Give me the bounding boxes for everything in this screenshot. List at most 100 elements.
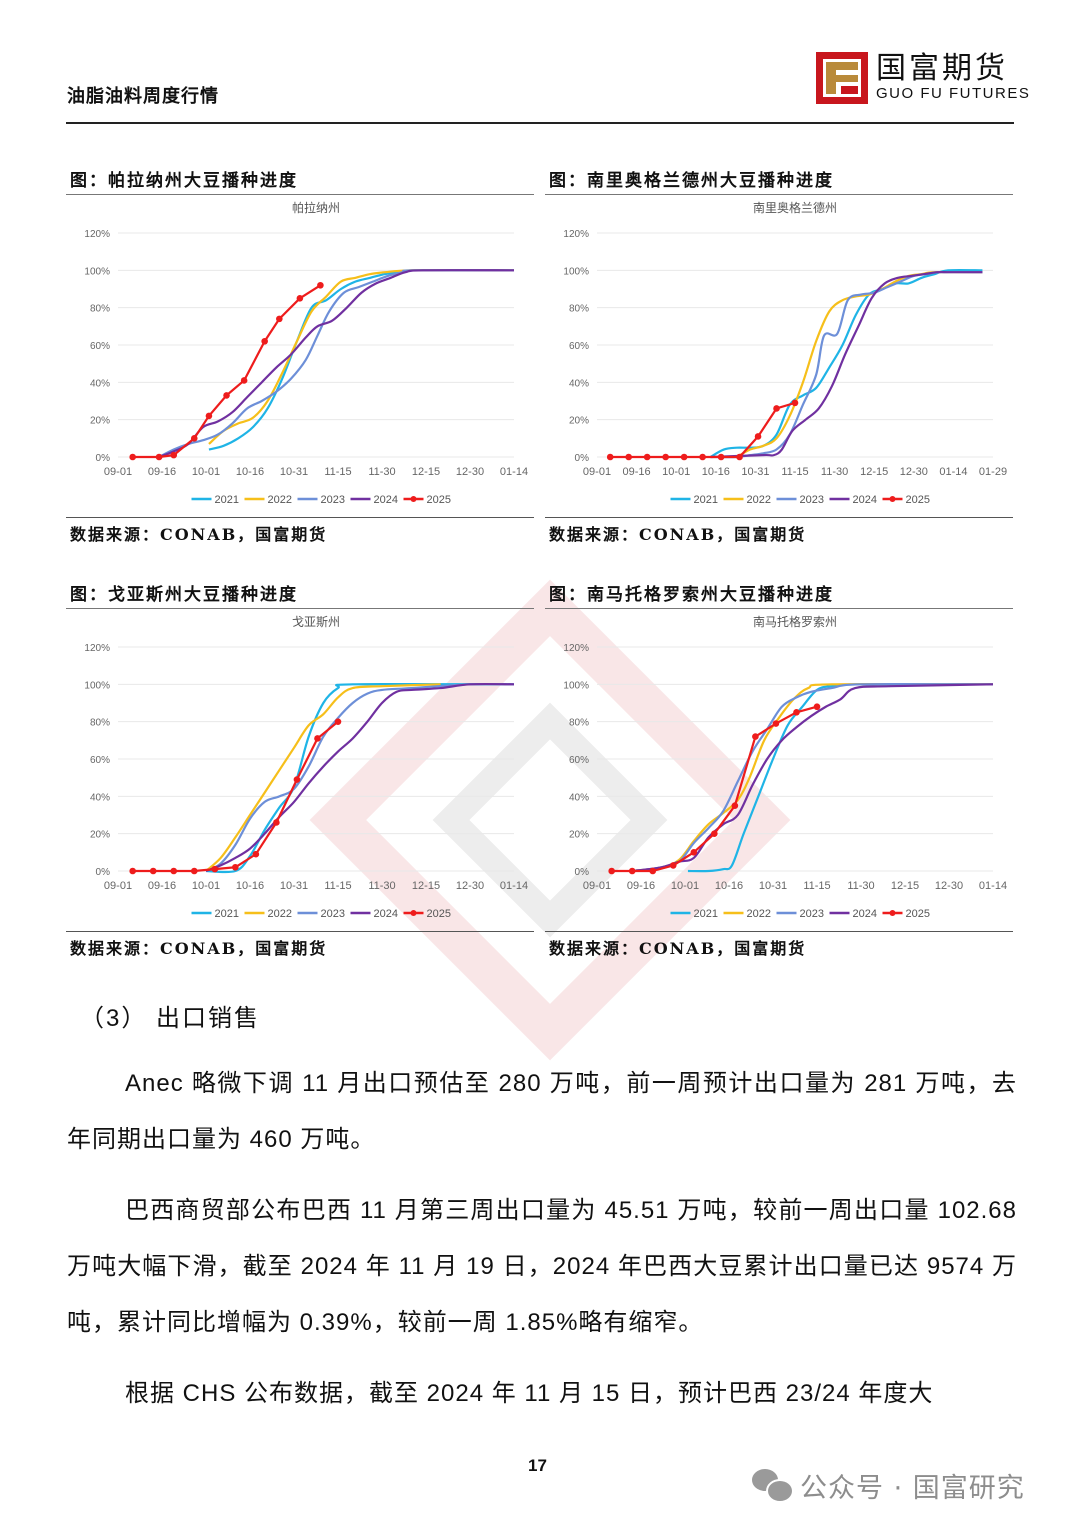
x-tick-label: 09-16 <box>623 466 651 478</box>
figure-source: 数据来源：CONAB，国富期货 <box>545 517 1013 548</box>
data-point-marker <box>736 453 743 461</box>
data-point-marker <box>643 453 651 461</box>
legend-label: 2022 <box>747 494 771 506</box>
legend-label: 2023 <box>321 494 345 506</box>
data-point-marker <box>717 453 725 461</box>
data-point-marker <box>232 863 239 871</box>
figure-parana: 图：帕拉纳州大豆播种进度 帕拉纳州 0% 20% 40% 60% 80% 100% 120% 0… <box>66 168 534 548</box>
y-tick-label: 20% <box>569 830 589 841</box>
wechat-icon <box>752 1468 794 1503</box>
y-tick-label: 20% <box>569 416 589 427</box>
x-tick-label: 09-01 <box>583 880 611 892</box>
series-line-2023 <box>205 682 515 873</box>
data-point-marker <box>190 867 198 875</box>
x-tick-label: 11-30 <box>368 880 395 892</box>
data-point-marker <box>223 392 230 399</box>
series-line-2025 <box>611 705 818 873</box>
x-tick-label: 09-16 <box>148 466 176 478</box>
x-tick-label: 11-15 <box>803 880 830 892</box>
page-number: 17 <box>528 1456 547 1475</box>
y-tick-label: 40% <box>569 792 589 803</box>
data-point-marker <box>752 733 759 740</box>
data-point-marker <box>628 867 636 875</box>
x-tick-label: 10-31 <box>759 880 787 892</box>
x-tick-label: 10-31 <box>280 880 308 892</box>
y-tick-label: 80% <box>90 304 110 315</box>
legend-label: 2022 <box>747 908 771 920</box>
paragraph-anec: Anec 略微下调 11 月出口预估至 280 万吨，前一周预计出口量为 281… <box>67 1070 1017 1153</box>
data-point-marker <box>711 830 718 837</box>
chart-title: 戈亚斯州 <box>292 615 340 629</box>
data-point-marker <box>190 435 198 442</box>
legend-label: 2021 <box>215 494 239 506</box>
chart-title: 帕拉纳州 <box>292 200 340 215</box>
series-line-2024 <box>710 270 983 459</box>
x-tick-label: 01-14 <box>500 466 528 478</box>
y-tick-label: 100% <box>84 680 110 691</box>
y-tick-label: 120% <box>84 643 110 654</box>
y-tick-label: 80% <box>90 718 110 729</box>
data-point-marker <box>314 735 321 742</box>
series-line-2024 <box>158 269 515 459</box>
data-point-marker <box>276 315 283 323</box>
series-line-2022 <box>205 683 441 872</box>
data-point-marker <box>205 412 213 420</box>
x-tick-label: 01-29 <box>979 466 1007 478</box>
wechat-label: 公众号 · 国富研究 <box>800 1473 1025 1504</box>
line-chart-mato-grosso-do-sul: 南马托格罗索州 0% 20% 40% 60% 80% 100% 120% 09-01 09-16 1… <box>563 614 1007 920</box>
legend-label: 2021 <box>215 908 239 920</box>
legend-label: 2023 <box>800 494 824 506</box>
x-tick-label: 10-01 <box>192 466 220 478</box>
legend-label: 2024 <box>374 494 398 506</box>
legend-label: 2025 <box>906 494 930 506</box>
y-tick-label: 20% <box>90 416 110 427</box>
y-tick-label: 20% <box>90 830 110 841</box>
chart-title: 南马托格罗索州 <box>753 614 837 629</box>
x-tick-label: 10-31 <box>741 466 769 478</box>
data-point-marker <box>129 453 136 461</box>
y-tick-label: 100% <box>563 680 589 691</box>
data-point-marker <box>317 281 324 289</box>
y-tick-label: 0% <box>96 867 111 878</box>
x-tick-label: 12-30 <box>935 880 963 892</box>
legend-label: 2024 <box>374 908 398 920</box>
x-tick-label: 11-15 <box>324 880 351 892</box>
legend-label: 2021 <box>694 908 718 920</box>
legend-label: 2022 <box>268 494 292 506</box>
y-tick-label: 120% <box>84 229 110 240</box>
y-tick-label: 0% <box>575 867 590 878</box>
series-line-2024 <box>632 683 994 873</box>
data-point-marker <box>240 377 248 384</box>
series-line-2025 <box>610 401 796 459</box>
figure-caption: 图：南里奥格兰德州大豆播种进度 <box>545 168 1013 195</box>
data-point-marker <box>211 865 219 873</box>
y-tick-label: 40% <box>90 792 110 803</box>
line-chart-goias: 戈亚斯州 0% 20% 40% 60% 80% 100% 120% 09-01 09-16 10-0… <box>84 615 528 920</box>
legend-label: 2023 <box>321 908 345 920</box>
x-tick-label: 10-16 <box>236 466 264 478</box>
wechat-account-badge: 公众号 · 国富研究 <box>752 1466 1025 1505</box>
x-tick-label: 10-01 <box>192 880 220 892</box>
data-point-marker <box>773 405 780 412</box>
legend-label: 2025 <box>427 494 451 506</box>
line-chart-rio-grande-do-sul: 南里奥格兰德州 0% 20% 40% 60% 80% 100% 120% 09-01 09-16 1… <box>563 200 1007 506</box>
y-tick-label: 0% <box>575 453 590 464</box>
legend-label: 2025 <box>427 908 451 920</box>
data-point-marker <box>261 337 268 345</box>
series-line-2024 <box>205 682 515 873</box>
figure-caption: 图：南马托格罗索州大豆播种进度 <box>545 582 1013 609</box>
header-divider <box>66 122 1014 124</box>
data-point-marker <box>649 867 657 875</box>
y-tick-label: 120% <box>563 229 589 240</box>
x-tick-label: 12-30 <box>456 880 484 892</box>
x-tick-label: 10-16 <box>702 466 730 478</box>
data-point-marker <box>155 453 163 461</box>
data-point-marker <box>690 849 698 856</box>
x-tick-label: 10-31 <box>280 466 308 478</box>
series-line-2023 <box>632 682 994 873</box>
y-tick-label: 40% <box>569 378 589 389</box>
data-point-marker <box>606 453 614 461</box>
series-line-2023 <box>710 270 983 459</box>
x-tick-label: 12-15 <box>412 880 440 892</box>
x-tick-label: 11-30 <box>847 880 874 892</box>
